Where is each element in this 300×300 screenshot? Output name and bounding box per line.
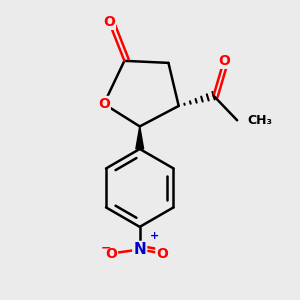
- Text: −: −: [101, 242, 111, 254]
- Text: +: +: [150, 231, 159, 241]
- Text: N: N: [134, 242, 146, 257]
- Text: O: O: [98, 97, 110, 111]
- Text: O: O: [156, 247, 168, 260]
- Polygon shape: [136, 126, 144, 149]
- Text: O: O: [218, 54, 230, 68]
- Text: O: O: [105, 247, 117, 260]
- Text: CH₃: CH₃: [248, 114, 272, 127]
- Text: O: O: [103, 15, 115, 29]
